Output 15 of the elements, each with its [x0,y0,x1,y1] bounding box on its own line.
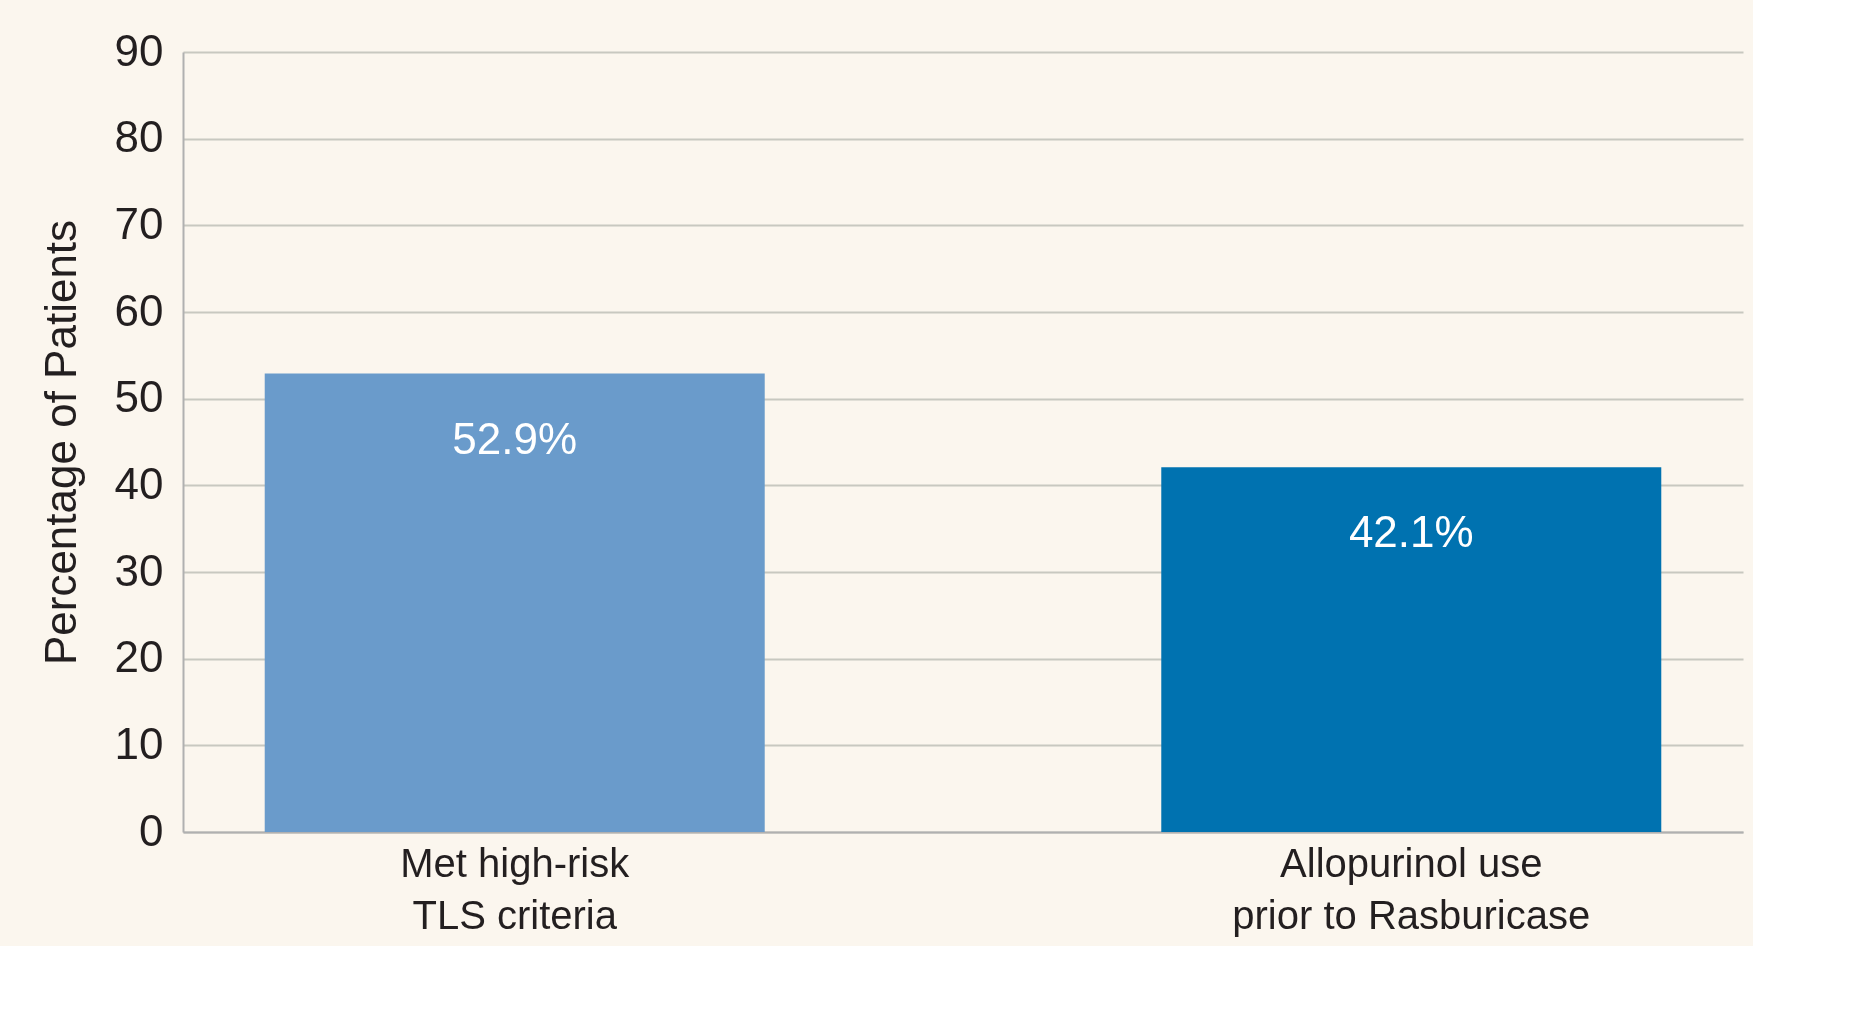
y-tick-label: 10 [114,718,164,768]
y-tick-label: 60 [114,285,164,335]
x-tick-label: Allopurinol use prior to Rasburicase [1232,840,1591,937]
data-label: 52.9% [452,413,578,463]
y-tick-label: 50 [114,372,164,422]
y-tick-label: 0 [139,805,164,855]
y-tick-label: 30 [114,545,164,595]
y-axis-title: Percentage of Patients [35,219,85,666]
y-tick-label: 80 [114,112,164,162]
data-label: 42.1% [1348,507,1474,557]
x-tick-label: Met high-risk TLS criteria [400,840,631,937]
y-tick-label: 70 [114,198,164,248]
y-tick-label: 40 [114,458,164,508]
y-tick-label: 90 [114,25,164,75]
y-tick-label: 20 [114,632,164,682]
